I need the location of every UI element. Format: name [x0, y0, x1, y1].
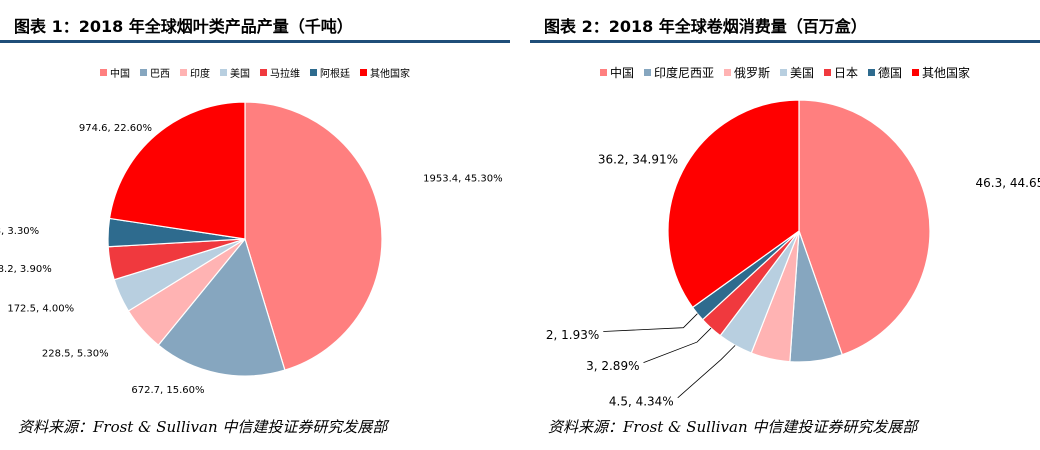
legend-label: 阿根廷: [320, 68, 350, 80]
legend-item: 中国: [100, 65, 130, 80]
leader-line: [643, 327, 712, 364]
legend-item: 美国: [220, 65, 250, 80]
data-label: 172.5, 4.00%: [7, 304, 74, 315]
legend-item: 俄罗斯: [723, 64, 770, 81]
legend-swatch: [723, 68, 731, 76]
data-label: 36.2, 34.91%: [598, 153, 678, 167]
data-label: 672.7, 15.60%: [131, 385, 204, 396]
legend-swatch: [220, 68, 227, 76]
legend-label: 其他国家: [370, 68, 410, 80]
legend-item: 其他国家: [360, 65, 410, 80]
chart-panel-left: 图表 1：2018 年全球烟叶类产品产量（千吨） 中国 巴西 印度 美国 马拉维 阿根廷 其…: [0, 0, 510, 450]
data-label: 3, 2.89%: [586, 359, 639, 373]
data-label: 974.6, 22.60%: [79, 123, 152, 134]
pie-chart: 46.3, 44.65%6.7, 6.46%5, 4.82%4.5, 4.34%…: [546, 99, 1040, 408]
legend-swatch: [779, 68, 787, 76]
chart-title-text: 图表 1：2018 年全球烟叶类产品产量（千吨）: [14, 17, 353, 36]
legend-swatch: [868, 68, 876, 76]
legend-label: 美国: [789, 65, 814, 80]
chart-panel-right: 图表 2：2018 年全球卷烟消费量（百万盒） 中国 印度尼西亚 俄罗斯 美国 日本 德国…: [530, 0, 1040, 450]
legend-label: 俄罗斯: [733, 65, 770, 80]
source-note: 资料来源：Frost & Sullivan 中信建投证券研究发展部: [548, 418, 918, 436]
chart-legend: 中国 印度尼西亚 俄罗斯 美国 日本 德国 其他国家: [530, 62, 1040, 82]
data-label: 142.3, 3.30%: [0, 226, 39, 237]
legend-label: 美国: [230, 68, 250, 80]
data-label: 168.2, 3.90%: [0, 264, 52, 275]
legend-swatch: [360, 68, 367, 76]
pie-slice: [244, 101, 383, 371]
chart-title: 图表 2：2018 年全球卷烟消费量（百万盒）: [530, 14, 1040, 43]
leader-line: [677, 345, 736, 399]
legend-label: 印度尼西亚: [653, 65, 714, 80]
chart-legend: 中国 巴西 印度 美国 马拉维 阿根廷 其他国家: [0, 62, 510, 82]
legend-label: 印度: [190, 68, 210, 80]
legend-swatch: [310, 68, 317, 76]
pie-slice: [108, 101, 246, 240]
source-note: 资料来源：Frost & Sullivan 中信建投证券研究发展部: [18, 418, 388, 436]
legend-item: 德国: [868, 64, 902, 81]
chart-title: 图表 1：2018 年全球烟叶类产品产量（千吨）: [0, 14, 510, 43]
legend-label: 巴西: [150, 68, 170, 80]
chart-title-text: 图表 2：2018 年全球卷烟消费量（百万盒）: [544, 17, 867, 36]
pie-slice: [157, 237, 286, 377]
legend-item: 美国: [779, 64, 814, 81]
legend-item: 阿根廷: [310, 65, 350, 80]
pie-slice: [798, 99, 931, 356]
legend-item: 印度: [180, 65, 210, 80]
legend-item: 日本: [824, 64, 858, 81]
legend-label: 其他国家: [922, 65, 971, 80]
legend-swatch: [180, 68, 187, 76]
legend-swatch: [824, 68, 831, 76]
legend-item: 其他国家: [912, 64, 970, 81]
legend-swatch: [260, 68, 267, 76]
data-label: 4.5, 4.34%: [609, 394, 674, 408]
legend-item: 巴西: [140, 65, 170, 80]
legend-swatch: [100, 68, 107, 76]
legend-label: 日本: [834, 65, 859, 80]
pie-chart: 1953.4, 45.30% 672.7, 15.60% 228.5, 5.30% 1…: [0, 101, 503, 396]
legend-label: 德国: [878, 65, 903, 80]
legend-label: 马拉维: [270, 68, 300, 80]
legend-item: 马拉维: [260, 65, 300, 80]
legend-label: 中国: [609, 65, 634, 80]
legend-swatch: [643, 68, 651, 76]
pie-slice: [667, 99, 800, 309]
data-label: 228.5, 5.30%: [42, 349, 109, 360]
legend-label: 中国: [110, 68, 130, 80]
legend-item: 印度尼西亚: [643, 64, 714, 81]
legend-item: 中国: [599, 64, 634, 81]
data-label: 2, 1.93%: [546, 328, 599, 342]
legend-swatch: [912, 68, 920, 76]
legend-swatch: [599, 68, 607, 76]
data-label: 46.3, 44.65%: [976, 176, 1040, 190]
legend-swatch: [140, 68, 147, 76]
leader-line: [603, 313, 698, 332]
data-label: 1953.4, 45.30%: [423, 173, 502, 184]
